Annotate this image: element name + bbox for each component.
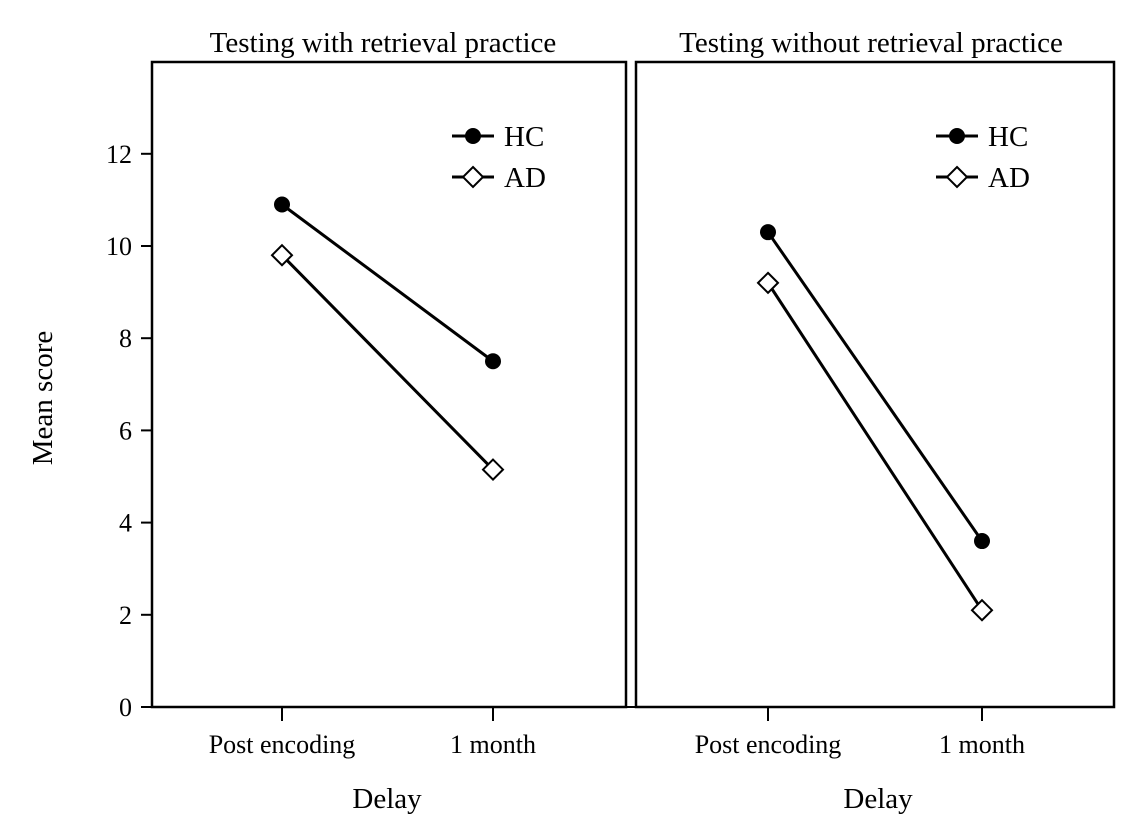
panel-title: Testing without retrieval practice <box>679 27 1063 59</box>
y-tick-label: 6 <box>119 416 132 445</box>
y-axis-label: Mean score <box>27 331 59 465</box>
legend-label: HC <box>504 121 544 153</box>
data-point-ad <box>970 598 994 622</box>
x-axis-label: Delay <box>843 783 913 815</box>
x-tick-label: 1 month <box>450 730 536 759</box>
legend-label: AD <box>988 162 1030 194</box>
legend-marker-ad <box>945 165 969 189</box>
data-point-hc <box>485 353 501 370</box>
legend-marker-hc <box>949 128 965 144</box>
data-point-hc <box>760 224 776 241</box>
x-axis-label: Delay <box>352 783 422 815</box>
panel-frame <box>634 60 1116 709</box>
y-tick-label: 0 <box>119 693 132 722</box>
y-tick-label: 2 <box>119 601 132 630</box>
y-tick-label: 10 <box>106 232 132 261</box>
legend-label: HC <box>988 121 1028 153</box>
legend-label: AD <box>504 162 546 194</box>
y-tick-label: 4 <box>119 509 132 538</box>
legend-marker-ad <box>461 165 485 189</box>
data-point-ad <box>270 243 294 267</box>
panel-title: Testing with retrieval practice <box>210 27 557 59</box>
series-line-hc <box>281 203 494 363</box>
series-line-ad <box>280 254 495 471</box>
data-point-hc <box>274 196 290 213</box>
y-tick-label: 12 <box>106 140 132 169</box>
legend-marker-hc <box>465 128 481 144</box>
x-tick-label: 1 month <box>939 730 1025 759</box>
y-tick-label: 8 <box>119 324 132 353</box>
data-point-ad <box>756 271 780 295</box>
x-tick-label: Post encoding <box>695 730 842 759</box>
panel-frame <box>150 60 628 709</box>
data-point-hc <box>974 533 990 550</box>
series-line-ad <box>766 282 984 612</box>
series-line-hc <box>766 231 984 542</box>
x-tick-label: Post encoding <box>209 730 356 759</box>
data-point-ad <box>481 458 505 481</box>
